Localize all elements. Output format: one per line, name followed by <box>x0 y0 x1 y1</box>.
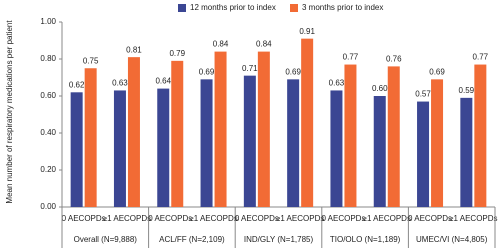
x-tick-label: 0 AECOPDs <box>62 214 106 223</box>
y-tick-label: 0.80 <box>40 54 56 63</box>
legend-label: 12 months prior to index <box>190 3 276 12</box>
value-label: 0.77 <box>473 53 489 62</box>
y-tick-label: 0.40 <box>40 128 56 137</box>
y-axis-label: Mean number of respiratory medications p… <box>5 20 14 204</box>
bar <box>257 51 270 207</box>
value-label: 0.69 <box>199 67 215 76</box>
y-tick-label: 0.20 <box>40 165 56 174</box>
value-label: 0.69 <box>429 67 445 76</box>
value-label: 0.62 <box>69 80 85 89</box>
bar <box>417 101 430 207</box>
value-label: 0.76 <box>386 55 402 64</box>
bar <box>243 75 256 208</box>
group-label: Overall (N=9,888) <box>74 235 138 244</box>
value-label: 0.71 <box>242 64 258 73</box>
value-label: 0.64 <box>155 77 171 86</box>
bar <box>373 96 386 207</box>
x-tick-label: ≥1 AECOPDs <box>103 214 151 223</box>
value-label: 0.59 <box>459 86 475 95</box>
bar <box>127 57 140 208</box>
value-label: 0.63 <box>329 79 345 88</box>
bar <box>301 38 314 208</box>
bar <box>460 97 473 207</box>
bar <box>344 64 357 207</box>
group-label: UMEC/VI (N=4,805) <box>416 235 488 244</box>
bar <box>387 66 400 208</box>
legend-swatch <box>178 4 186 12</box>
y-tick-label: 0.00 <box>40 202 56 211</box>
y-tick-label: 1.00 <box>40 17 56 26</box>
value-label: 0.79 <box>169 49 185 58</box>
value-label: 0.84 <box>213 40 229 49</box>
group-label: ACL/FF (N=2,109) <box>159 235 225 244</box>
y-tick-label: 0.60 <box>40 91 56 100</box>
value-label: 0.63 <box>112 79 128 88</box>
x-tick-label: 0 AECOPDs <box>148 214 192 223</box>
bar <box>431 79 444 207</box>
x-tick-label: 0 AECOPDs <box>408 214 452 223</box>
x-tick-label: 0 AECOPDs <box>235 214 279 223</box>
group-label: TIO/OLO (N=1,189) <box>330 235 401 244</box>
x-tick-label: ≥1 AECOPDs <box>189 214 237 223</box>
bar <box>70 92 83 207</box>
bar <box>330 90 343 207</box>
bar <box>474 64 487 207</box>
group-label: IND/GLY (N=1,785) <box>244 235 314 244</box>
legend-label: 3 months prior to index <box>302 3 383 12</box>
bar <box>200 79 213 207</box>
value-label: 0.75 <box>83 56 99 65</box>
bar <box>287 79 300 207</box>
legend-swatch <box>290 4 298 12</box>
value-label: 0.60 <box>372 84 388 93</box>
bar <box>171 60 184 207</box>
x-tick-label: ≥1 AECOPDs <box>276 214 324 223</box>
bar <box>214 51 227 207</box>
value-label: 0.69 <box>285 67 301 76</box>
x-tick-label: ≥1 AECOPDs <box>449 214 497 223</box>
x-tick-label: 0 AECOPDs <box>321 214 365 223</box>
value-label: 0.57 <box>415 90 431 99</box>
x-tick-label: ≥1 AECOPDs <box>363 214 411 223</box>
bar <box>157 88 170 207</box>
value-label: 0.91 <box>299 27 315 36</box>
bar <box>113 90 126 207</box>
value-label: 0.84 <box>256 40 272 49</box>
value-label: 0.77 <box>343 53 359 62</box>
value-label: 0.81 <box>126 45 142 54</box>
bar <box>84 68 97 207</box>
